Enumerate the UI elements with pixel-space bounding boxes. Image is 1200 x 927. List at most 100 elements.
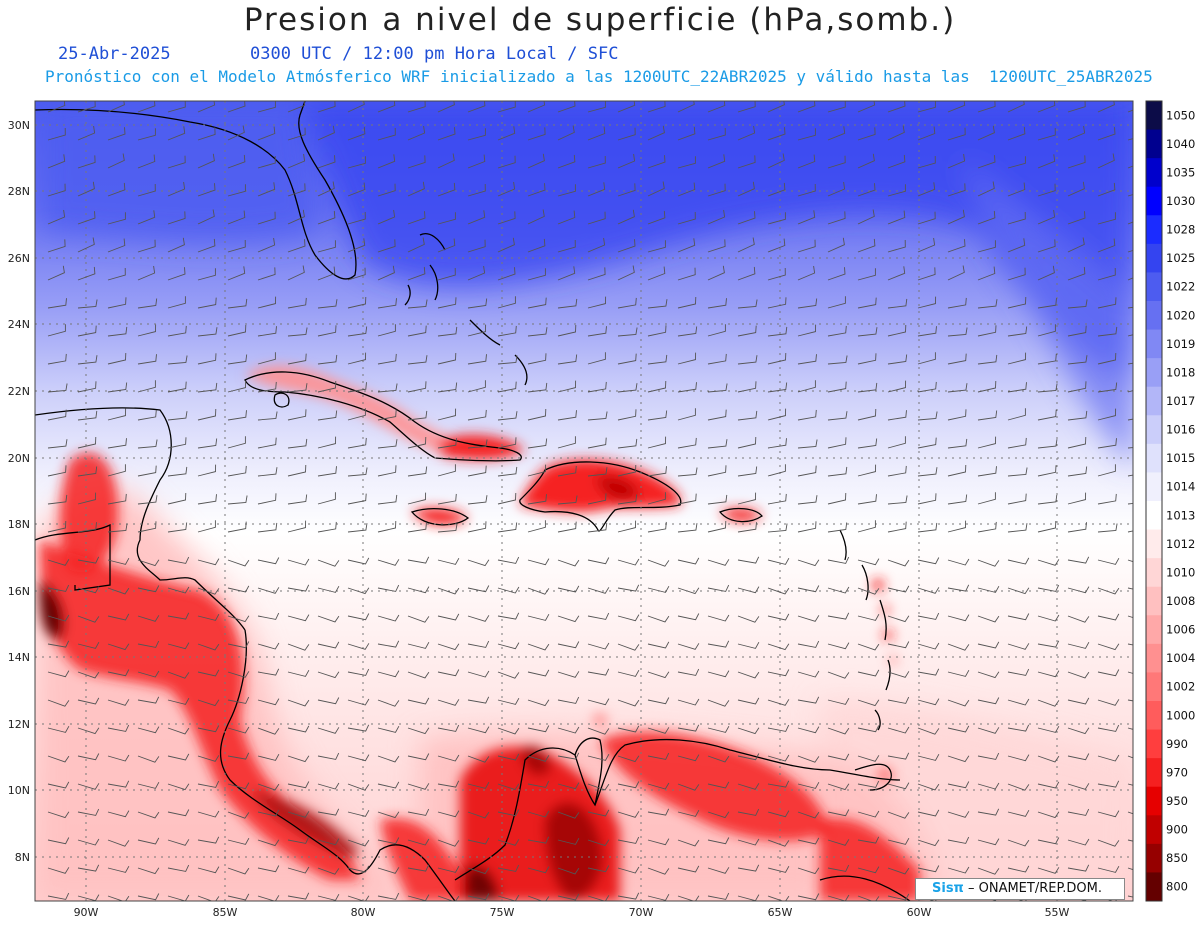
wind-barb — [947, 755, 970, 763]
wind-barb — [917, 698, 940, 706]
wind-barb — [677, 182, 696, 197]
wind-barb — [557, 521, 577, 533]
wind-barb — [917, 182, 936, 197]
wind-barb — [197, 408, 217, 421]
colorbar-level-label: 1013 — [1166, 508, 1195, 522]
wind-barb — [587, 155, 606, 169]
wind-barb — [347, 382, 367, 393]
wind-barb — [557, 410, 577, 421]
wind-barb — [557, 641, 580, 649]
wind-barb — [947, 464, 967, 477]
wind-barb — [227, 752, 250, 760]
wind-barb — [857, 780, 880, 788]
wind-barb — [647, 210, 666, 225]
wind-barb — [407, 641, 430, 649]
wind-barb — [587, 865, 610, 873]
wind-barb — [287, 520, 307, 533]
wind-barb — [797, 726, 820, 734]
wind-barb — [407, 556, 430, 564]
wind-barb — [617, 811, 640, 818]
wind-barb — [977, 466, 997, 477]
wind-barb — [437, 865, 460, 873]
wind-barb — [317, 436, 337, 449]
lat-label: 30N — [8, 119, 30, 132]
wind-barb — [137, 893, 160, 901]
wind-barb — [317, 380, 337, 393]
colorbar-swatch — [1146, 186, 1162, 216]
wind-barb — [77, 615, 100, 623]
wind-barb — [707, 353, 727, 365]
colorbar-level-label: 1015 — [1166, 451, 1195, 465]
wind-barb — [317, 155, 336, 169]
wind-barb — [1007, 783, 1030, 791]
wind-barb — [917, 727, 940, 735]
wind-barb — [107, 382, 128, 393]
wind-barb — [797, 781, 820, 789]
wind-barb — [707, 494, 728, 505]
wind-barb — [347, 523, 368, 533]
wind-barb — [827, 556, 850, 564]
wind-barb — [767, 212, 786, 225]
wind-barb — [197, 669, 220, 677]
wind-barb — [137, 670, 160, 678]
wind-barb — [827, 809, 850, 817]
wind-barb — [797, 239, 816, 253]
wind-barb — [377, 183, 396, 197]
wind-barb — [497, 783, 520, 791]
wind-barb — [587, 326, 607, 337]
colorbar-swatch — [1146, 872, 1162, 902]
lat-label: 10N — [8, 784, 30, 797]
wind-barb — [407, 299, 428, 309]
wind-barb — [527, 613, 550, 621]
wind-barb — [707, 209, 726, 225]
wind-barb — [647, 727, 670, 734]
wind-barb — [437, 352, 457, 365]
wind-barb — [707, 811, 730, 819]
colorbar-swatch — [1146, 672, 1162, 702]
wind-barb — [437, 780, 460, 788]
colorbar-level-label: 1006 — [1166, 623, 1195, 637]
wind-barb — [1097, 839, 1120, 847]
wind-barb — [1067, 727, 1090, 735]
colorbar-swatch — [1146, 243, 1162, 273]
wind-barb — [797, 354, 817, 365]
wind-barb — [1007, 126, 1026, 141]
wind-barb — [137, 265, 156, 281]
wind-barb — [767, 613, 790, 621]
wind-barb — [377, 781, 400, 789]
wind-barb — [137, 354, 157, 365]
wind-barb — [797, 837, 820, 845]
wind-barb — [287, 409, 307, 421]
wind-barb — [287, 101, 306, 113]
wind-barb — [1097, 810, 1120, 818]
wind-barb — [1097, 780, 1120, 788]
wind-barb — [227, 436, 246, 449]
wind-barb — [827, 211, 846, 225]
wind-barb — [797, 585, 820, 593]
wind-barb — [677, 126, 696, 141]
wind-barb — [737, 864, 760, 872]
wind-barb — [467, 380, 486, 393]
wind-barb — [977, 521, 997, 533]
wind-barb — [437, 438, 457, 449]
wind-barb — [467, 893, 490, 901]
wind-barb — [407, 211, 426, 225]
wind-barb — [437, 699, 460, 706]
wind-barb — [917, 237, 936, 253]
wind-barb — [317, 867, 340, 875]
wind-barb — [407, 101, 426, 113]
wind-barb — [827, 753, 850, 761]
wind-barb — [947, 183, 966, 197]
wind-barb — [977, 299, 998, 309]
wind-barb — [827, 586, 850, 594]
wind-barb — [287, 781, 310, 789]
wind-barb — [137, 781, 160, 789]
wind-barb — [917, 326, 937, 337]
wind-barb — [317, 671, 340, 679]
wind-barb — [857, 209, 875, 225]
wind-barb — [1007, 668, 1030, 676]
wind-barb — [917, 753, 940, 761]
wind-barb — [587, 809, 610, 817]
wind-barb — [797, 640, 820, 648]
wind-barb — [977, 838, 1000, 846]
